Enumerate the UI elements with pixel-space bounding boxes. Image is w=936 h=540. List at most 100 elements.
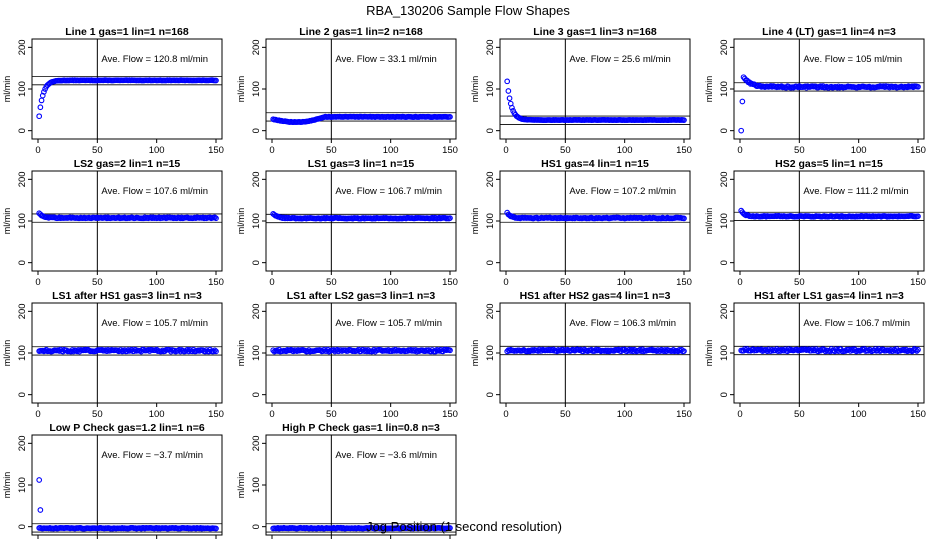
x-tick-label: 50 bbox=[92, 409, 103, 420]
x-tick-label: 100 bbox=[149, 277, 165, 288]
data-point bbox=[447, 525, 453, 531]
panel: HS1 gas=4 lin=1 n=15 0 50 100 150 0 100 200 ml/m… bbox=[470, 158, 692, 288]
x-tick-label: 100 bbox=[617, 277, 633, 288]
data-point bbox=[681, 117, 687, 123]
panel: HS1 after LS1 gas=4 lin=1 n=3 0 50 100 150 0 1… bbox=[704, 290, 926, 420]
y-axis-label: ml/min bbox=[470, 76, 480, 103]
y-tick-label: 200 bbox=[719, 39, 730, 55]
data-point bbox=[781, 347, 787, 354]
y-tick-label: 100 bbox=[485, 345, 496, 361]
y-tick-label: 0 bbox=[251, 260, 262, 265]
data-series bbox=[738, 346, 921, 355]
y-tick-label: 0 bbox=[17, 392, 28, 397]
y-axis-label: ml/min bbox=[2, 76, 12, 103]
data-series bbox=[738, 74, 921, 134]
x-tick-label: 50 bbox=[560, 277, 571, 288]
panel-title: LS1 gas=3 lin=1 n=15 bbox=[308, 158, 415, 170]
x-tick-label: 0 bbox=[737, 409, 742, 420]
x-tick-label: 150 bbox=[442, 277, 458, 288]
x-tick-label: 100 bbox=[617, 145, 633, 156]
x-tick-label: 150 bbox=[910, 409, 926, 420]
figure-x-axis-label: Jog Position (1 second resolution) bbox=[366, 519, 562, 534]
data-series bbox=[270, 524, 453, 532]
data-series bbox=[738, 207, 921, 220]
panel: LS1 gas=3 lin=1 n=15 0 50 100 150 0 100 200 ml/m… bbox=[236, 158, 458, 288]
x-tick-label: 50 bbox=[92, 277, 103, 288]
y-tick-label: 100 bbox=[719, 81, 730, 97]
data-series bbox=[36, 477, 219, 532]
panel-title: LS1 after LS2 gas=3 lin=1 n=3 bbox=[287, 290, 436, 302]
panel-title: High P Check gas=1 lin=0.8 n=3 bbox=[282, 422, 440, 434]
y-axis-label: ml/min bbox=[704, 340, 714, 367]
y-tick-label: 100 bbox=[17, 345, 28, 361]
y-tick-label: 100 bbox=[17, 213, 28, 229]
average-flow-annotation: Ave. Flow = 106.3 ml/min bbox=[569, 318, 676, 329]
y-axis-label: ml/min bbox=[236, 208, 246, 235]
data-point bbox=[213, 525, 219, 532]
x-tick-label: 0 bbox=[503, 277, 508, 288]
panel: High P Check gas=1 lin=0.8 n=30501001500… bbox=[236, 422, 457, 539]
figure-title: RBA_130206 Sample Flow Shapes bbox=[366, 3, 570, 18]
average-flow-annotation: Ave. Flow = 33.1 ml/min bbox=[335, 54, 436, 65]
y-tick-label: 0 bbox=[719, 392, 730, 397]
x-tick-label: 150 bbox=[676, 277, 692, 288]
x-tick-label: 150 bbox=[208, 277, 224, 288]
y-tick-label: 0 bbox=[485, 260, 496, 265]
panel-title: Line 1 gas=1 lin=1 n=168 bbox=[65, 26, 189, 38]
panel: LS1 after HS1 gas=3 lin=1 n=3 0 50 100 150 0 1… bbox=[2, 290, 224, 420]
y-tick-label: 200 bbox=[719, 171, 730, 187]
data-series bbox=[270, 113, 453, 126]
panel: Low P Check gas=1.2 lin=1 n=605010015001… bbox=[2, 422, 223, 539]
x-tick-label: 150 bbox=[676, 145, 692, 156]
data-point bbox=[124, 348, 130, 355]
panel-title: Line 4 (LT) gas=1 lin=4 n=3 bbox=[762, 26, 896, 38]
panel: Line 1 gas=1 lin=1 n=168 0 50 100 150 0 100 200… bbox=[2, 26, 224, 156]
x-tick-label: 0 bbox=[737, 277, 742, 288]
data-point bbox=[158, 348, 165, 355]
x-tick-label: 100 bbox=[383, 145, 399, 156]
data-point bbox=[915, 213, 921, 220]
panel: Line 2 gas=1 lin=2 n=168 0 50 100 150 0 100 200… bbox=[236, 26, 458, 156]
panel-title: HS2 gas=5 lin=1 n=15 bbox=[775, 158, 883, 170]
x-tick-label: 0 bbox=[737, 145, 742, 156]
data-series bbox=[36, 346, 219, 355]
average-flow-annotation: Ave. Flow = 111.2 ml/min bbox=[803, 186, 908, 197]
data-point bbox=[55, 347, 62, 353]
data-point bbox=[738, 127, 745, 134]
x-tick-label: 50 bbox=[794, 409, 805, 420]
data-point bbox=[681, 348, 687, 354]
x-tick-label: 50 bbox=[560, 409, 571, 420]
panel-title: HS1 gas=4 lin=1 n=15 bbox=[541, 158, 649, 170]
data-point bbox=[447, 347, 453, 354]
data-point bbox=[213, 215, 219, 222]
y-axis-label: ml/min bbox=[704, 76, 714, 103]
data-point bbox=[211, 347, 218, 354]
x-tick-label: 0 bbox=[503, 409, 508, 420]
x-tick-label: 50 bbox=[326, 145, 337, 156]
y-axis-label: ml/min bbox=[2, 472, 12, 499]
y-tick-label: 0 bbox=[485, 392, 496, 397]
data-series bbox=[504, 78, 687, 124]
average-flow-annotation: Ave. Flow = 106.7 ml/min bbox=[803, 318, 910, 329]
x-tick-label: 100 bbox=[851, 145, 867, 156]
x-tick-label: 0 bbox=[269, 409, 274, 420]
y-tick-label: 100 bbox=[17, 477, 28, 493]
data-point bbox=[808, 347, 815, 354]
x-tick-label: 50 bbox=[794, 277, 805, 288]
panel-title: HS1 after LS1 gas=4 lin=1 n=3 bbox=[754, 290, 904, 302]
data-point bbox=[505, 88, 512, 94]
y-tick-label: 200 bbox=[17, 39, 28, 55]
average-flow-annotation: Ave. Flow = 106.7 ml/min bbox=[335, 186, 442, 197]
y-tick-label: 200 bbox=[485, 39, 496, 55]
data-point bbox=[504, 78, 511, 85]
y-tick-label: 100 bbox=[251, 81, 262, 97]
x-tick-label: 100 bbox=[383, 409, 399, 420]
x-tick-label: 0 bbox=[269, 277, 274, 288]
panels-container: Line 1 gas=1 lin=1 n=168 0 50 100 150 0 100 200… bbox=[2, 26, 926, 539]
data-point bbox=[41, 89, 47, 95]
data-series bbox=[504, 346, 687, 355]
data-point bbox=[210, 348, 217, 355]
panel: HS1 after HS2 gas=4 lin=1 n=3 0 50 100 150 0 1… bbox=[470, 290, 692, 420]
panel: LS1 after LS2 gas=3 lin=1 n=3 0 50 100 150 0 1… bbox=[236, 290, 458, 420]
y-axis-label: ml/min bbox=[236, 340, 246, 367]
